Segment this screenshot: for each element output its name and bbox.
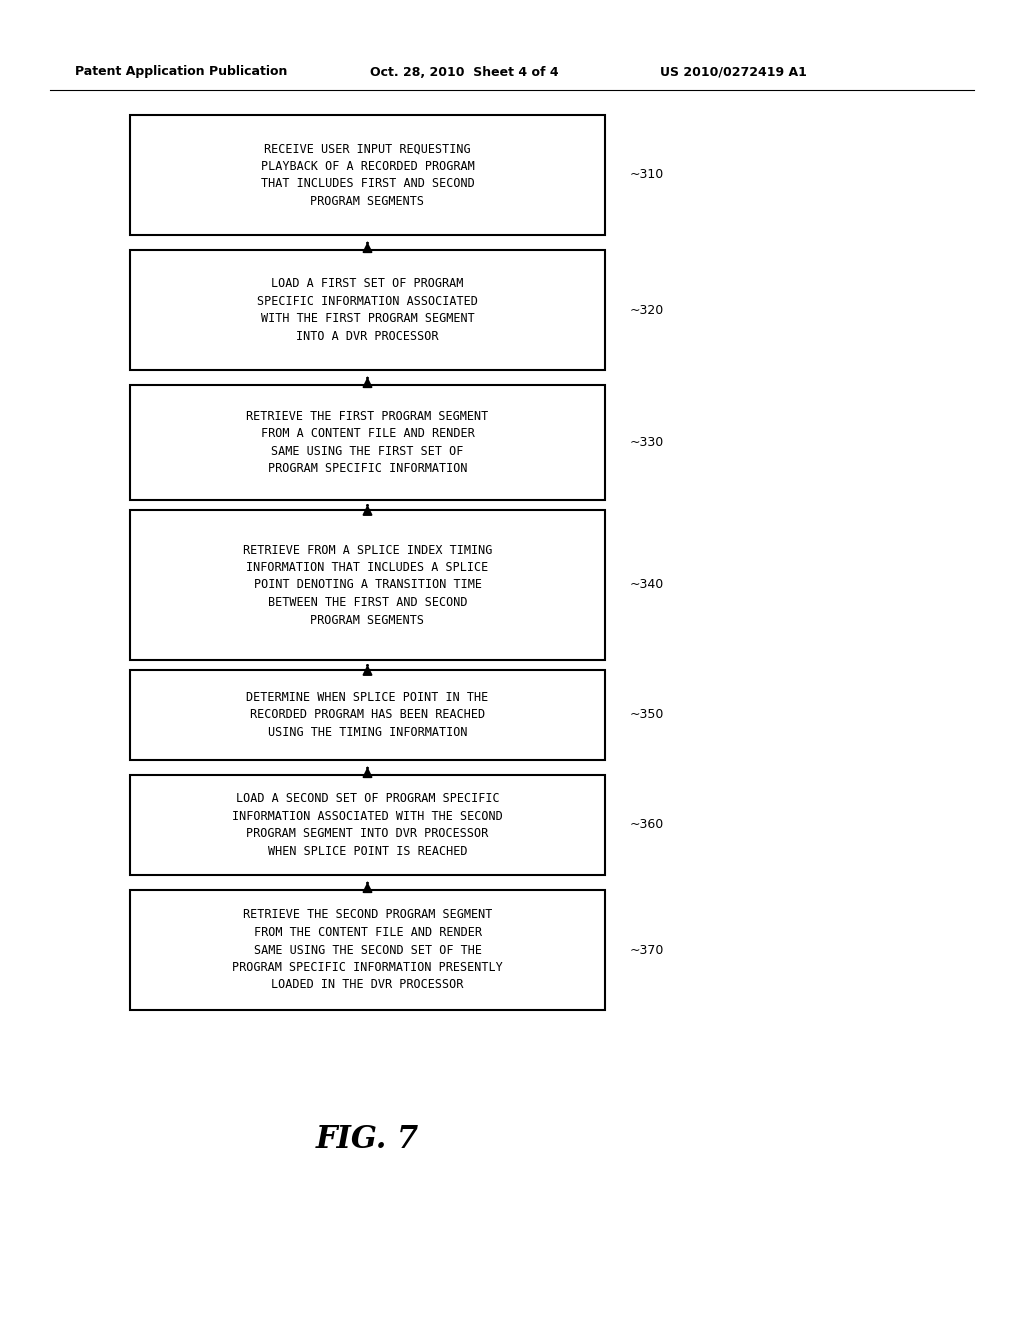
FancyBboxPatch shape — [130, 510, 605, 660]
Text: ~310: ~310 — [630, 169, 665, 181]
Text: FIG. 7: FIG. 7 — [315, 1125, 419, 1155]
Text: LOAD A SECOND SET OF PROGRAM SPECIFIC
INFORMATION ASSOCIATED WITH THE SECOND
PRO: LOAD A SECOND SET OF PROGRAM SPECIFIC IN… — [232, 792, 503, 858]
Text: RETRIEVE FROM A SPLICE INDEX TIMING
INFORMATION THAT INCLUDES A SPLICE
POINT DEN: RETRIEVE FROM A SPLICE INDEX TIMING INFO… — [243, 544, 493, 627]
Text: ~330: ~330 — [630, 436, 665, 449]
Text: Oct. 28, 2010  Sheet 4 of 4: Oct. 28, 2010 Sheet 4 of 4 — [370, 66, 559, 78]
Text: RETRIEVE THE SECOND PROGRAM SEGMENT
FROM THE CONTENT FILE AND RENDER
SAME USING : RETRIEVE THE SECOND PROGRAM SEGMENT FROM… — [232, 908, 503, 991]
Text: US 2010/0272419 A1: US 2010/0272419 A1 — [660, 66, 807, 78]
FancyBboxPatch shape — [130, 249, 605, 370]
FancyBboxPatch shape — [130, 385, 605, 500]
Text: ~370: ~370 — [630, 944, 665, 957]
Text: RETRIEVE THE FIRST PROGRAM SEGMENT
FROM A CONTENT FILE AND RENDER
SAME USING THE: RETRIEVE THE FIRST PROGRAM SEGMENT FROM … — [247, 409, 488, 475]
FancyBboxPatch shape — [130, 671, 605, 760]
Text: ~320: ~320 — [630, 304, 665, 317]
FancyBboxPatch shape — [130, 115, 605, 235]
FancyBboxPatch shape — [130, 890, 605, 1010]
Text: LOAD A FIRST SET OF PROGRAM
SPECIFIC INFORMATION ASSOCIATED
WITH THE FIRST PROGR: LOAD A FIRST SET OF PROGRAM SPECIFIC INF… — [257, 277, 478, 343]
Text: RECEIVE USER INPUT REQUESTING
PLAYBACK OF A RECORDED PROGRAM
THAT INCLUDES FIRST: RECEIVE USER INPUT REQUESTING PLAYBACK O… — [261, 143, 474, 207]
FancyBboxPatch shape — [130, 775, 605, 875]
Text: ~360: ~360 — [630, 818, 665, 832]
Text: DETERMINE WHEN SPLICE POINT IN THE
RECORDED PROGRAM HAS BEEN REACHED
USING THE T: DETERMINE WHEN SPLICE POINT IN THE RECOR… — [247, 690, 488, 739]
Text: ~340: ~340 — [630, 578, 665, 591]
Text: Patent Application Publication: Patent Application Publication — [75, 66, 288, 78]
Text: ~350: ~350 — [630, 709, 665, 722]
